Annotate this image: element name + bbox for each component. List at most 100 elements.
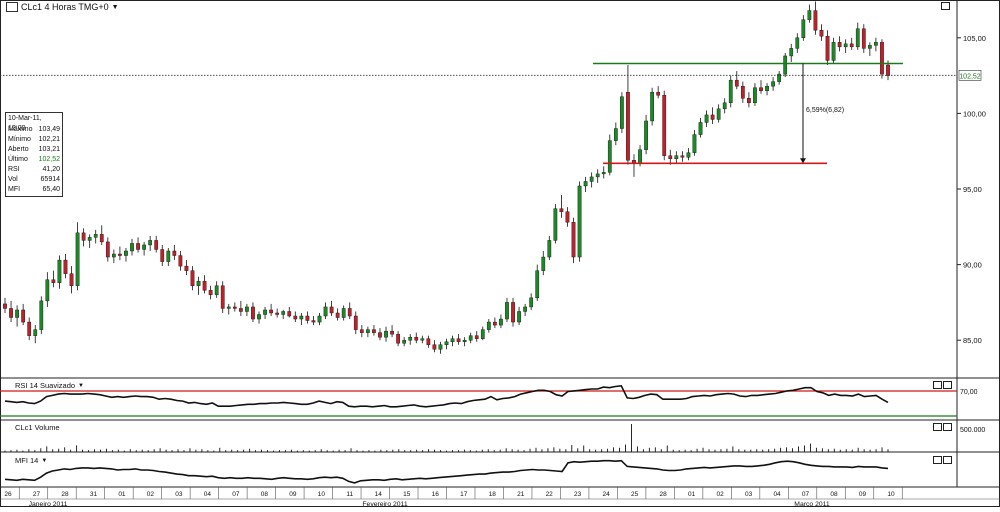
candle (57, 255, 62, 289)
candle (740, 81, 745, 103)
candle-body (601, 172, 606, 175)
candle (831, 37, 836, 64)
rsi-pane-label[interactable]: RSI 14 Suavizado ▼ (15, 381, 84, 390)
candle-body (523, 306, 527, 312)
candle (867, 42, 872, 56)
candle-body (136, 243, 140, 250)
info-row: MFI 65,40 (8, 185, 60, 195)
info-row: Máximo 103,49 (8, 125, 60, 135)
mfi-pane-label[interactable]: MFI 14 ▼ (15, 456, 47, 465)
candle (299, 312, 304, 326)
candle-body (825, 36, 830, 61)
candle-body (686, 152, 691, 158)
candle (468, 332, 473, 344)
candle (39, 296, 44, 335)
candle-body (257, 314, 261, 320)
candle-body (789, 48, 794, 57)
candle-body (124, 250, 128, 256)
price-tick-label: 95,00 (963, 185, 982, 194)
candle-body (39, 300, 44, 330)
candle-body (589, 176, 594, 182)
x-tick-label: 10 (887, 491, 895, 498)
candle (372, 325, 376, 336)
candle-body (63, 259, 68, 274)
candle (559, 195, 564, 218)
info-label: Aberto (8, 146, 29, 153)
candle-body (474, 335, 479, 339)
candle (27, 317, 32, 341)
rsi-line (4, 384, 889, 408)
window-close-button[interactable] (941, 2, 950, 10)
info-label: Mínimo (8, 136, 31, 143)
candle-body (172, 250, 177, 256)
rsi-pane-close-button[interactable] (943, 381, 952, 389)
candle (232, 302, 237, 312)
candle (632, 154, 636, 177)
candle-body (759, 87, 763, 91)
candle (541, 250, 546, 276)
x-tick-label: 28 (660, 491, 668, 498)
candle-body (353, 315, 358, 330)
candle (565, 207, 570, 227)
candle (305, 311, 310, 324)
x-tick-label: 21 (517, 491, 525, 498)
mfi-pane-close-button[interactable] (943, 456, 952, 464)
candle (855, 22, 860, 50)
candle (462, 337, 467, 347)
candle-body (239, 308, 243, 312)
candle-body (747, 98, 751, 104)
candle-body (771, 81, 775, 87)
chevron-down-icon[interactable]: ▼ (78, 382, 84, 389)
candle (789, 43, 794, 62)
candle (747, 92, 751, 108)
candle (69, 266, 74, 294)
candle (63, 254, 68, 279)
candle (656, 86, 661, 99)
candle-body (414, 336, 419, 341)
candle (849, 37, 854, 50)
candle (414, 332, 419, 344)
chevron-down-icon[interactable]: ▼ (111, 3, 119, 11)
candle (323, 302, 328, 320)
candle (547, 235, 552, 261)
candle-body (93, 234, 98, 238)
candle (650, 87, 654, 126)
info-box: 10-Mar-11, 12:00 Máximo 103,49 Mínimo 102,… (5, 112, 63, 197)
candle (644, 114, 648, 155)
chart-type-icon[interactable] (6, 2, 18, 12)
candle-body (535, 270, 540, 299)
x-tick-label: 27 (33, 491, 41, 498)
x-tick-label: 03 (745, 491, 753, 498)
volume-pane-label: CLc1 Volume (15, 423, 60, 432)
candle (620, 92, 624, 134)
candle (783, 52, 788, 78)
x-tick-label: 08 (830, 491, 838, 498)
chevron-down-icon[interactable]: ▼ (41, 457, 48, 464)
candle (51, 270, 56, 288)
candle (317, 312, 322, 326)
mfi-pane-minimize-button[interactable] (933, 456, 942, 464)
candle (450, 335, 455, 347)
chart-title-bar[interactable]: CLc1 4 Horas TMG+0 ▼ (6, 2, 119, 12)
candle (93, 229, 98, 244)
volume-pane-minimize-button[interactable] (933, 423, 942, 431)
rsi-pane-minimize-button[interactable] (933, 381, 942, 389)
candle-body (620, 96, 624, 129)
candle-body (438, 344, 443, 350)
volume-pane-close-button[interactable] (943, 423, 952, 431)
candle-body (565, 211, 570, 223)
chart-title: CLc1 4 Horas TMG+0 (21, 2, 109, 12)
candle-body (57, 259, 62, 283)
info-timestamp: 10-Mar-11, 12:00 (8, 115, 42, 132)
info-row: Último 102,52 (8, 155, 60, 165)
x-tick-label: 10 (318, 491, 326, 498)
candle (130, 238, 134, 256)
candle (148, 235, 153, 251)
candle (9, 300, 13, 323)
candle (87, 234, 92, 248)
candle (75, 222, 80, 291)
x-tick-label: 04 (773, 491, 781, 498)
x-tick-label: 08 (261, 491, 269, 498)
candle (378, 328, 382, 341)
